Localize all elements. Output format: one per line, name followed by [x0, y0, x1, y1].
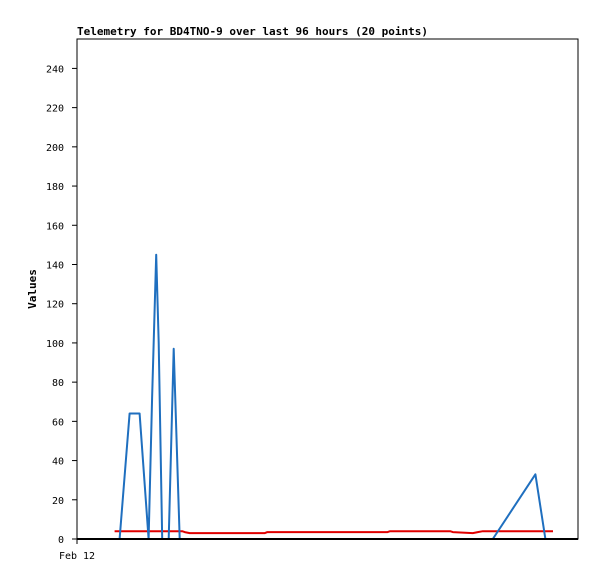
y-tick-label: 160 [46, 221, 64, 232]
y-tick-label: 80 [52, 378, 64, 389]
series-line-1 [114, 530, 553, 535]
y-tick-label: 60 [52, 417, 64, 428]
y-tick-label: 220 [46, 104, 64, 115]
chart-title: Telemetry for BD4TNO-9 over last 96 hour… [77, 25, 428, 38]
y-tick-label: 240 [46, 64, 64, 75]
y-tick-label: 180 [46, 182, 64, 193]
y-axis-label: Values [26, 269, 39, 309]
y-tick-label: 140 [46, 260, 64, 271]
y-tick-label: 40 [52, 457, 64, 468]
y-tick-label: 100 [46, 339, 64, 350]
y-tick-label: 0 [58, 535, 64, 546]
series-layer [77, 253, 578, 540]
y-axis: 0 20 40 60 80 100 120 140 160 180 200 220 240 [46, 64, 77, 546]
x-tick-label: Feb 12 [59, 551, 95, 562]
y-tick-label: 120 [46, 300, 64, 311]
y-tick-label: 200 [46, 143, 64, 154]
x-axis: Feb 12 [59, 539, 95, 562]
plot-area [76, 38, 579, 540]
y-tick-label: 20 [52, 496, 64, 507]
